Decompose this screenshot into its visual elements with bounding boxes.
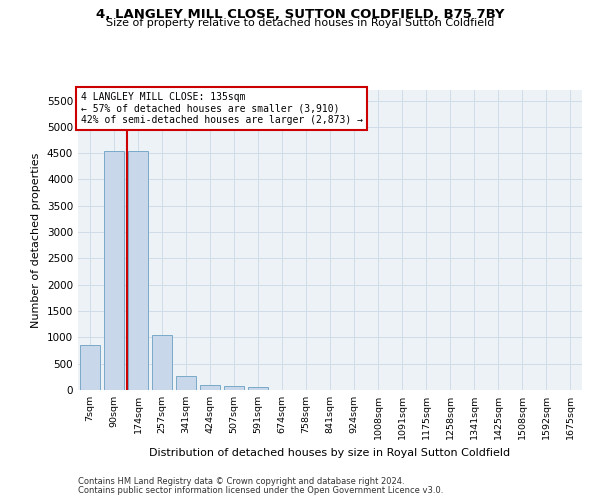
Bar — [104, 150, 124, 390]
Bar — [248, 388, 268, 390]
Bar — [128, 150, 148, 390]
Text: Contains HM Land Registry data © Crown copyright and database right 2024.: Contains HM Land Registry data © Crown c… — [78, 478, 404, 486]
Bar — [224, 386, 244, 390]
Bar — [80, 346, 100, 390]
Text: Contains public sector information licensed under the Open Government Licence v3: Contains public sector information licen… — [78, 486, 443, 495]
Text: 4, LANGLEY MILL CLOSE, SUTTON COLDFIELD, B75 7BY: 4, LANGLEY MILL CLOSE, SUTTON COLDFIELD,… — [96, 8, 504, 20]
Bar — [176, 376, 196, 390]
Bar — [200, 386, 220, 390]
Text: 4 LANGLEY MILL CLOSE: 135sqm
← 57% of detached houses are smaller (3,910)
42% of: 4 LANGLEY MILL CLOSE: 135sqm ← 57% of de… — [80, 92, 362, 124]
Y-axis label: Number of detached properties: Number of detached properties — [31, 152, 41, 328]
Text: Distribution of detached houses by size in Royal Sutton Coldfield: Distribution of detached houses by size … — [149, 448, 511, 458]
Text: Size of property relative to detached houses in Royal Sutton Coldfield: Size of property relative to detached ho… — [106, 18, 494, 28]
Bar — [152, 334, 172, 390]
